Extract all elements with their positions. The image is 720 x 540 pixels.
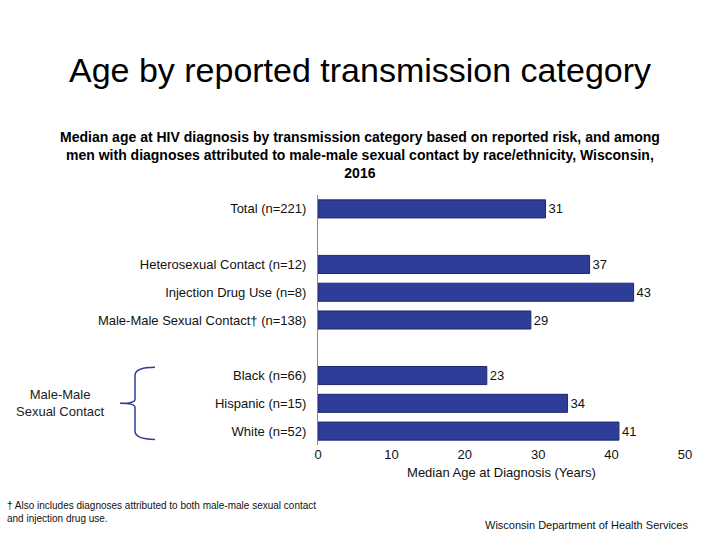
svg-text:Heterosexual Contact (n=12): Heterosexual Contact (n=12) [140,257,307,272]
svg-text:Total (n=221): Total (n=221) [230,201,306,216]
svg-text:41: 41 [622,424,636,439]
svg-text:10: 10 [384,447,398,462]
svg-text:Hispanic (n=15): Hispanic (n=15) [215,396,306,411]
svg-text:Age by reported transmission c: Age by reported transmission category [69,51,651,89]
svg-text:30: 30 [531,447,545,462]
svg-text:0: 0 [314,447,321,462]
svg-text:Male-Male Sexual Contact† (n=1: Male-Male Sexual Contact† (n=138) [98,313,306,328]
svg-text:43: 43 [637,285,651,300]
svg-text:29: 29 [534,313,548,328]
svg-text:34: 34 [571,396,585,411]
svg-text:Median Age at Diagnosis (Years: Median Age at Diagnosis (Years) [407,465,596,480]
svg-text:Injection Drug Use (n=8): Injection Drug Use (n=8) [165,285,306,300]
svg-text:37: 37 [593,257,607,272]
svg-text:† Also includes diagnoses attr: † Also includes diagnoses attributed to … [7,500,316,524]
svg-text:Wisconsin Department of Health: Wisconsin Department of Health Services [485,519,688,531]
svg-text:20: 20 [458,447,472,462]
svg-text:40: 40 [604,447,618,462]
svg-text:Median age at HIV diagnosis by: Median age at HIV diagnosis by transmiss… [60,129,660,181]
svg-text:31: 31 [549,201,563,216]
svg-text:Male-MaleSexual Contact: Male-MaleSexual Contact [16,387,105,419]
svg-text:Black (n=66): Black (n=66) [233,368,306,383]
svg-text:23: 23 [490,368,504,383]
svg-text:50: 50 [678,447,692,462]
svg-text:White (n=52): White (n=52) [232,424,307,439]
